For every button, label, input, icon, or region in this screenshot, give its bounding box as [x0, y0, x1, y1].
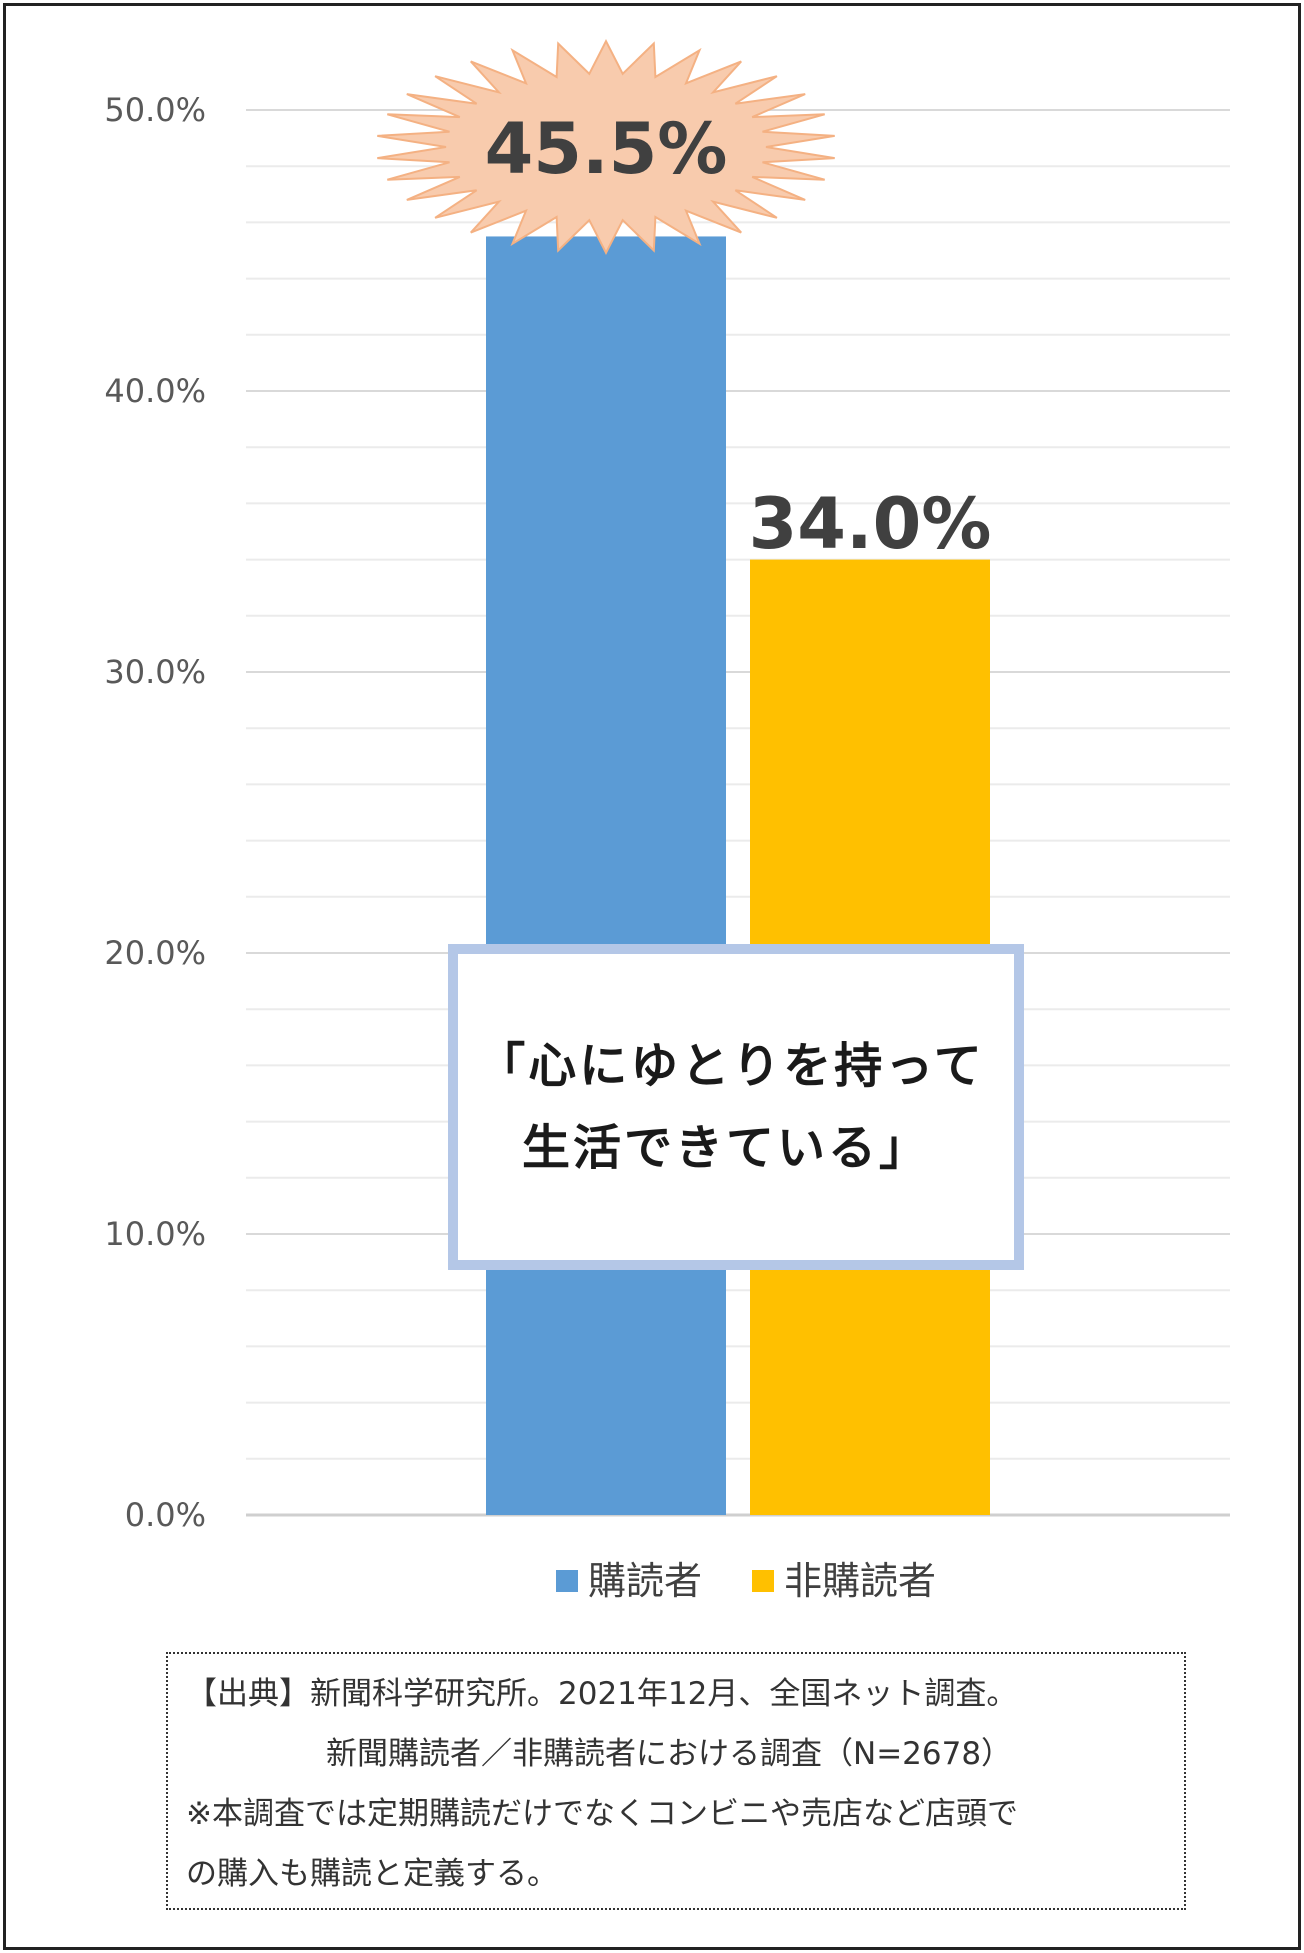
legend-label-subscriber: 購読者: [588, 1559, 702, 1603]
y-axis-ticks: 0.0% 10.0% 20.0% 30.0% 40.0% 50.0%: [104, 91, 206, 1534]
bar-subscriber: [486, 236, 726, 1516]
starburst-icon: [377, 39, 835, 255]
y-tick-label: 0.0%: [125, 1496, 206, 1534]
y-tick-label: 40.0%: [104, 372, 206, 410]
gridlines: [246, 109, 1230, 1517]
legend: 購読者 非購読者: [556, 1559, 936, 1603]
callout-box: 「心にゆとりを持って 生活できている」: [448, 944, 1024, 1270]
y-tick-label: 50.0%: [104, 91, 206, 129]
y-tick-label: 10.0%: [104, 1215, 206, 1253]
data-label-non-subscriber: 34.0%: [749, 483, 992, 565]
bars: [486, 236, 990, 1516]
y-tick-label: 30.0%: [104, 653, 206, 691]
source-line-1: 【出典】新聞科学研究所。2021年12月、全国ネット調査。: [186, 1676, 1018, 1712]
source-line-4: の購入も購読と定義する。: [186, 1856, 558, 1892]
legend-swatch-non-subscriber: [752, 1570, 774, 1592]
data-label-subscriber: 45.5%: [485, 108, 728, 190]
figure-frame: [3, 3, 1301, 1950]
data-labels: 45.5% 34.0%: [377, 39, 992, 565]
legend-label-non-subscriber: 非購読者: [784, 1559, 936, 1603]
source-line-2: 新聞購読者／非購読者における調査（N=2678）: [326, 1736, 1013, 1772]
source-line-3: ※本調査では定期購読だけでなくコンビニや売店など店頭で: [186, 1796, 1018, 1832]
source-note: 【出典】新聞科学研究所。2021年12月、全国ネット調査。 新聞購読者／非購読者…: [166, 1652, 1186, 1910]
legend-swatch-subscriber: [556, 1570, 578, 1592]
y-tick-label: 20.0%: [104, 934, 206, 972]
callout-line-2: 生活できている」: [521, 1120, 930, 1176]
callout-line-1: 「心にゆとりを持って: [477, 1038, 985, 1094]
